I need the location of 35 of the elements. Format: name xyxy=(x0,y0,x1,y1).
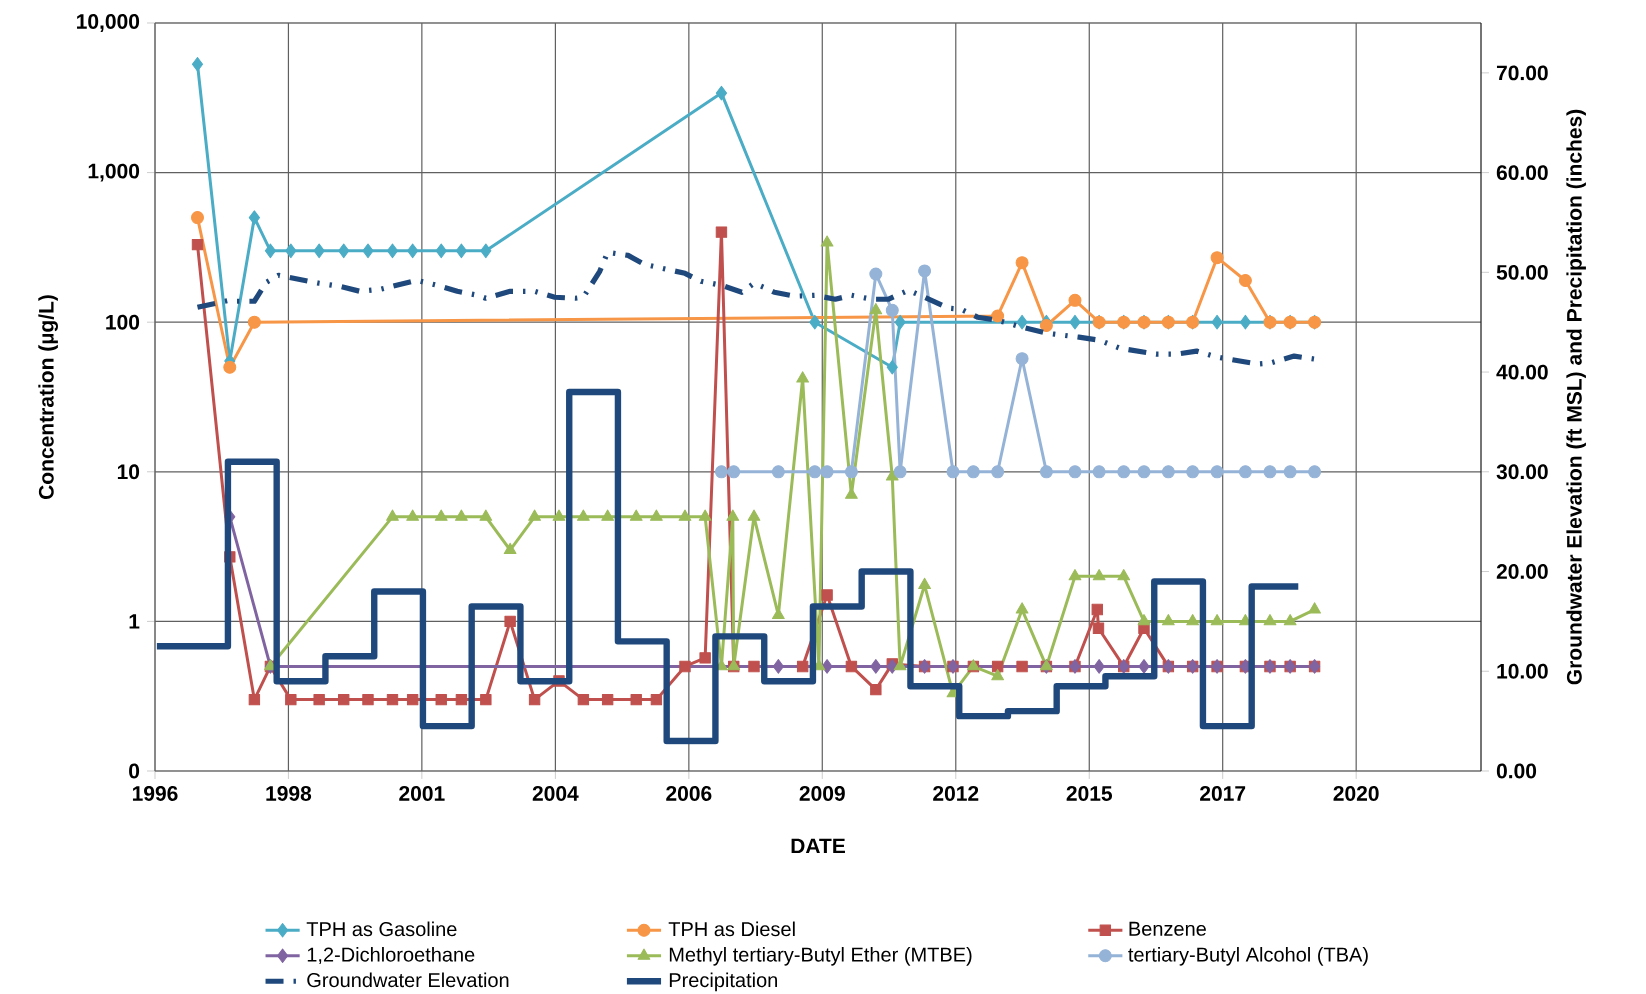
y2-tick-label: 10.00 xyxy=(1497,663,1548,679)
y2-tick-label: 0.00 xyxy=(1496,763,1537,779)
y2-tick-label: 60.00 xyxy=(1496,165,1548,181)
legend-label: Benzene xyxy=(1129,921,1206,936)
y-tick-label: 10,000 xyxy=(77,14,140,32)
y2-axis-title: Groundwater Elevation (ft MSL) and Precipitation (inches) xyxy=(1566,109,1586,685)
x-tick-label: 1998 xyxy=(266,786,312,801)
y-tick-label: 0 xyxy=(129,763,140,779)
x-tick-label: 2006 xyxy=(666,786,712,801)
legend-label: Methyl tertiary-Butyl Ether (MTBE) xyxy=(669,947,972,966)
y2-tick-label: 40.00 xyxy=(1496,364,1548,380)
y-tick-label: 1 xyxy=(129,614,140,629)
y-tick-label: 10 xyxy=(117,464,140,480)
legend-label: TPH as Diesel xyxy=(668,921,795,937)
legend-label: Groundwater Elevation xyxy=(307,972,509,988)
legend-label: Precipitation xyxy=(669,972,777,992)
x-axis-title: DATE xyxy=(791,838,845,854)
x-tick-label: 2015 xyxy=(1066,786,1113,801)
y2-tick-label: 30.00 xyxy=(1496,464,1548,480)
legend-label: 1,2-Dichloroethane xyxy=(307,947,475,965)
legend-label: tertiary-Butyl Alcohol (TBA) xyxy=(1128,947,1368,966)
x-tick-label: 2020 xyxy=(1333,786,1379,801)
y2-tick-label: 20.00 xyxy=(1496,564,1548,579)
y2-tick-label: 70.00 xyxy=(1496,65,1548,81)
y-tick-label: 100 xyxy=(106,314,140,330)
y-axis-title: Concentration (µg/L) xyxy=(38,295,58,500)
legend-label: TPH as Gasoline xyxy=(306,921,457,937)
x-tick-label: 2009 xyxy=(799,786,845,801)
x-tick-label: 2012 xyxy=(933,786,979,801)
y2-tick-label: 50.00 xyxy=(1496,264,1548,280)
x-tick-label: 2004 xyxy=(532,786,579,801)
x-tick-label: 1996 xyxy=(132,786,178,801)
y-tick-label: 1,000 xyxy=(88,163,140,182)
x-tick-label: 2017 xyxy=(1200,786,1246,801)
x-tick-label: 2001 xyxy=(399,786,445,801)
